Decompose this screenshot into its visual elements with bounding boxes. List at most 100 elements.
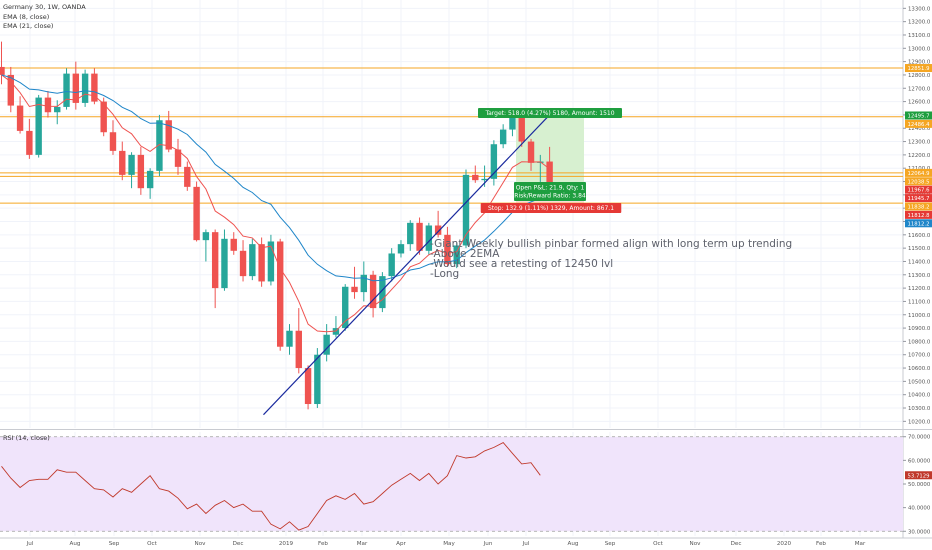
target-label: Target: 518.0 (4.27%) 5180, Amount: 1510 [478,108,622,118]
price-tick-label: 11000.0 [908,313,931,319]
candle-body [434,225,442,235]
price-tick-label: 10400.0 [908,393,931,399]
trend-line [263,116,549,416]
candle-body [54,106,61,113]
price-tick-label: 12800.0 [908,73,931,79]
time-tick-label: Sep [605,541,616,547]
price-tick-label: 10500.0 [908,379,931,385]
candle-body [416,222,423,251]
price-tick-label: 10800.0 [908,339,931,345]
candle-body [44,97,52,113]
note-line: -Above 2EMA [430,248,500,260]
axis-price-label: 12038.5 [905,177,932,186]
price-tick-label: 12200.0 [908,153,931,159]
rsi-last-label-bg [905,471,932,480]
candle-body [221,238,228,289]
time-tick-label: Jun [483,541,493,547]
time-tick-label: Dec [233,541,244,547]
axis-price-label: 11945.7 [905,194,932,203]
axis-price-label-text: 11812.2 [908,221,930,227]
time-tick-label: Oct [653,541,663,547]
candle-body [230,238,237,251]
candle-body [407,222,414,245]
axis-price-label: 12495.7 [905,111,932,120]
candle-body [314,354,321,405]
axis-price-label: 11812.2 [905,219,932,228]
axis-price-label-bg [905,177,932,186]
time-tick-label: Mar [357,541,368,547]
axis-price-label-bg [905,119,932,128]
time-tick-label: Oct [147,541,157,547]
candle-body [184,166,191,187]
note-line: -Long [430,268,460,280]
candle-body [472,174,479,181]
candle-body [258,244,265,282]
candle-body [323,334,330,355]
candle-body [490,144,498,179]
stop-label-text: Stop: 132.9 (1.11%) 1329, Amount: 867.1 [488,205,614,212]
candle-body [453,245,460,265]
price-tick-label: 12900.0 [908,60,931,66]
axis-price-label-bg [905,64,932,73]
axis-price-label-bg [905,202,932,211]
candle-body [360,274,368,293]
price-axis: 10200.0 10300.0 10400.0 10500.0 10600.0 10700… [903,6,931,535]
rsi-tick-label: 60.0000 [908,458,931,464]
axis-price-label-text: 12064.9 [908,171,930,177]
candle-body [397,244,405,254]
rsi-line [1,442,541,531]
axis-price-label-text: 12851.9 [908,66,930,72]
candle-body [193,186,200,241]
ema8-legend: EMA (8, close) [3,13,50,21]
stop-label-bg [480,203,622,213]
rsi-tick-label: 70.0000 [908,435,931,441]
ema8-line [1,74,550,333]
axis-price-label-bg [905,210,932,219]
price-tick-label: 11400.0 [908,259,931,265]
rsi-band [0,436,903,532]
candle-body [174,149,182,167]
candle-body [546,161,553,194]
rsi-last-label-text: 53.7129 [908,473,930,479]
candle-body [509,114,516,130]
stop-label: Stop: 132.9 (1.11%) 1329, Amount: 867.1 [480,203,622,213]
trade-note: -Giant Weekly bullish pinbar formed alig… [430,238,793,280]
price-tick-label: 10700.0 [908,353,931,359]
price-tick-label: 10300.0 [908,406,931,412]
candle-body [35,97,42,155]
candle-body [304,368,312,405]
axis-price-label-bg [905,168,932,177]
candle-body [481,178,488,181]
time-tick-label: Apr [396,541,406,547]
price-tick-label: 11500.0 [908,246,931,252]
time-tick-label: Nov [690,541,702,547]
price-tick-label: 10600.0 [908,366,931,372]
axis-price-label-text: 12486.4 [908,122,931,128]
candle-body [267,241,275,282]
axis-price-label-text: 11945.7 [908,196,930,202]
time-tick-label: May [443,541,455,547]
time-tick-label: Jul [522,541,530,547]
rsi-tick-label: 30.0000 [908,529,931,535]
pnl-text: Open P&L: 21.9, Qty: 1 [516,185,585,192]
rsi-tick-label: 50.0000 [908,482,931,488]
ema21-line [1,74,550,282]
price-tick-label: 13300.0 [908,6,931,12]
candle-body [277,241,284,347]
time-tick-label: Dec [731,541,742,547]
candle-body [128,154,135,175]
rsi-tick-label: 40.0000 [908,506,931,512]
note-line: -Giant Weekly bullish pinbar formed alig… [430,238,793,250]
price-tick-label: 13200.0 [908,20,931,26]
axis-price-label-bg [905,111,932,120]
candle-body [462,174,470,246]
axis-price-label-text: 11967.6 [908,188,931,194]
axis-price-label-text: 11838.2 [908,204,930,210]
axis-price-label: 12064.9 [905,168,932,177]
axis-price-label: 12486.4 [905,119,932,128]
candle-body [342,286,349,329]
candle-body [527,141,535,163]
candles [0,41,553,410]
